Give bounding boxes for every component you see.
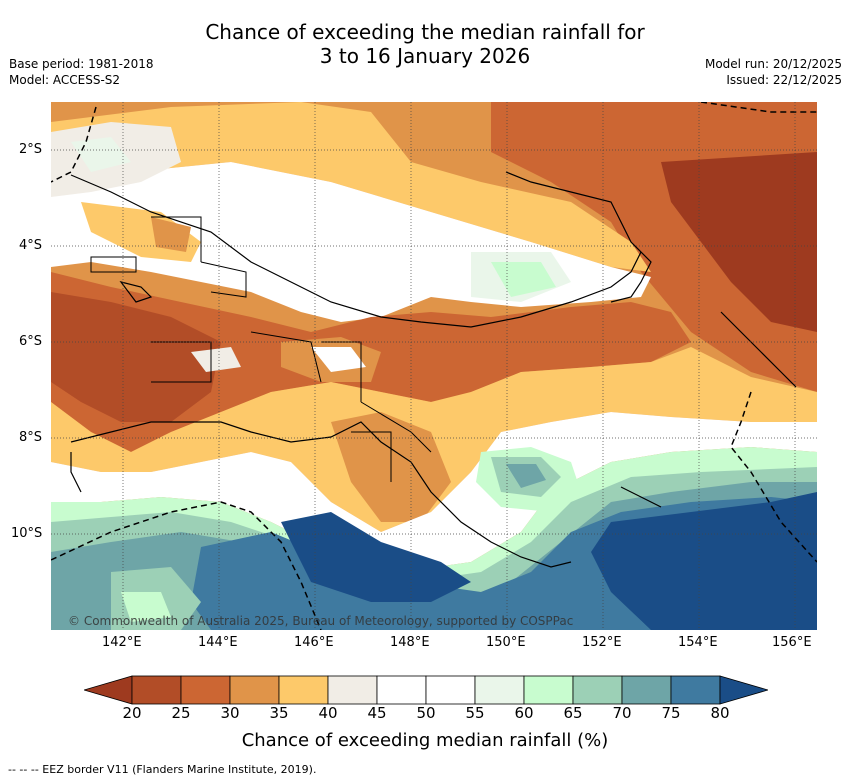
lon-label-150e: 150°E [486, 635, 526, 650]
colorbar-tick-label: 75 [661, 704, 681, 722]
lon-label-148e: 148°E [390, 635, 430, 650]
map-title-line1: Chance of exceeding the median rainfall … [205, 20, 645, 44]
rainfall-map [51, 102, 817, 630]
colorbar-tick-label: 80 [710, 704, 730, 722]
colorbar-extend-high [719, 675, 768, 705]
colorbar-segment [670, 675, 721, 705]
colorbar-segment [327, 675, 378, 705]
colorbar-segment [621, 675, 672, 705]
colorbar-tick-label: 65 [563, 704, 583, 722]
model-name: Model: ACCESS-S2 [9, 73, 121, 87]
colorbar-extend-low [84, 675, 133, 705]
map-title-line2: 3 to 16 January 2026 [319, 44, 531, 68]
lon-label-144e: 144°E [198, 635, 238, 650]
model-run: Model run: 20/12/2025 [704, 57, 842, 71]
colorbar-tick-label: 20 [122, 704, 142, 722]
lat-label-2s: 2°S [19, 142, 43, 157]
colorbar-segment [278, 675, 329, 705]
colorbar-tick-label: 70 [612, 704, 632, 722]
colorbar-tick-label: 35 [269, 704, 289, 722]
colorbar-segment [376, 675, 427, 705]
colorbar-label: Chance of exceeding median rainfall (%) [241, 730, 609, 751]
colorbar-segment [523, 675, 574, 705]
colorbar-tick-label: 45 [367, 704, 387, 722]
lon-label-154e: 154°E [678, 635, 718, 650]
lat-label-6s: 6°S [19, 334, 43, 349]
lat-label-4s: 4°S [19, 238, 43, 253]
colorbar-tick-label: 55 [465, 704, 485, 722]
colorbar-tick-label: 60 [514, 704, 534, 722]
issued-date: Issued: 22/12/2025 [726, 73, 842, 87]
colorbar-segment [425, 675, 476, 705]
lat-label-8s: 8°S [19, 430, 43, 445]
copyright-notice: © Commonwealth of Australia 2025, Bureau… [68, 614, 574, 628]
colorbar-tick-label: 40 [318, 704, 338, 722]
colorbar-segment [474, 675, 525, 705]
colorbar-segment [572, 675, 623, 705]
colorbar [84, 675, 768, 705]
lat-label-10s: 10°S [11, 526, 43, 541]
lon-label-156e: 156°E [772, 635, 812, 650]
base-period: Base period: 1981-2018 [9, 57, 154, 71]
colorbar-tick-label: 25 [171, 704, 191, 722]
colorbar-tick-label: 50 [416, 704, 436, 722]
colorbar-segment [229, 675, 280, 705]
colorbar-segment [131, 675, 182, 705]
colorbar-tick-label: 30 [220, 704, 240, 722]
lon-label-152e: 152°E [582, 635, 622, 650]
lon-label-146e: 146°E [294, 635, 334, 650]
colorbar-segment [180, 675, 231, 705]
lon-label-142e: 142°E [102, 635, 142, 650]
eez-legend: -- -- -- EEZ border V11 (Flanders Marine… [8, 763, 317, 776]
